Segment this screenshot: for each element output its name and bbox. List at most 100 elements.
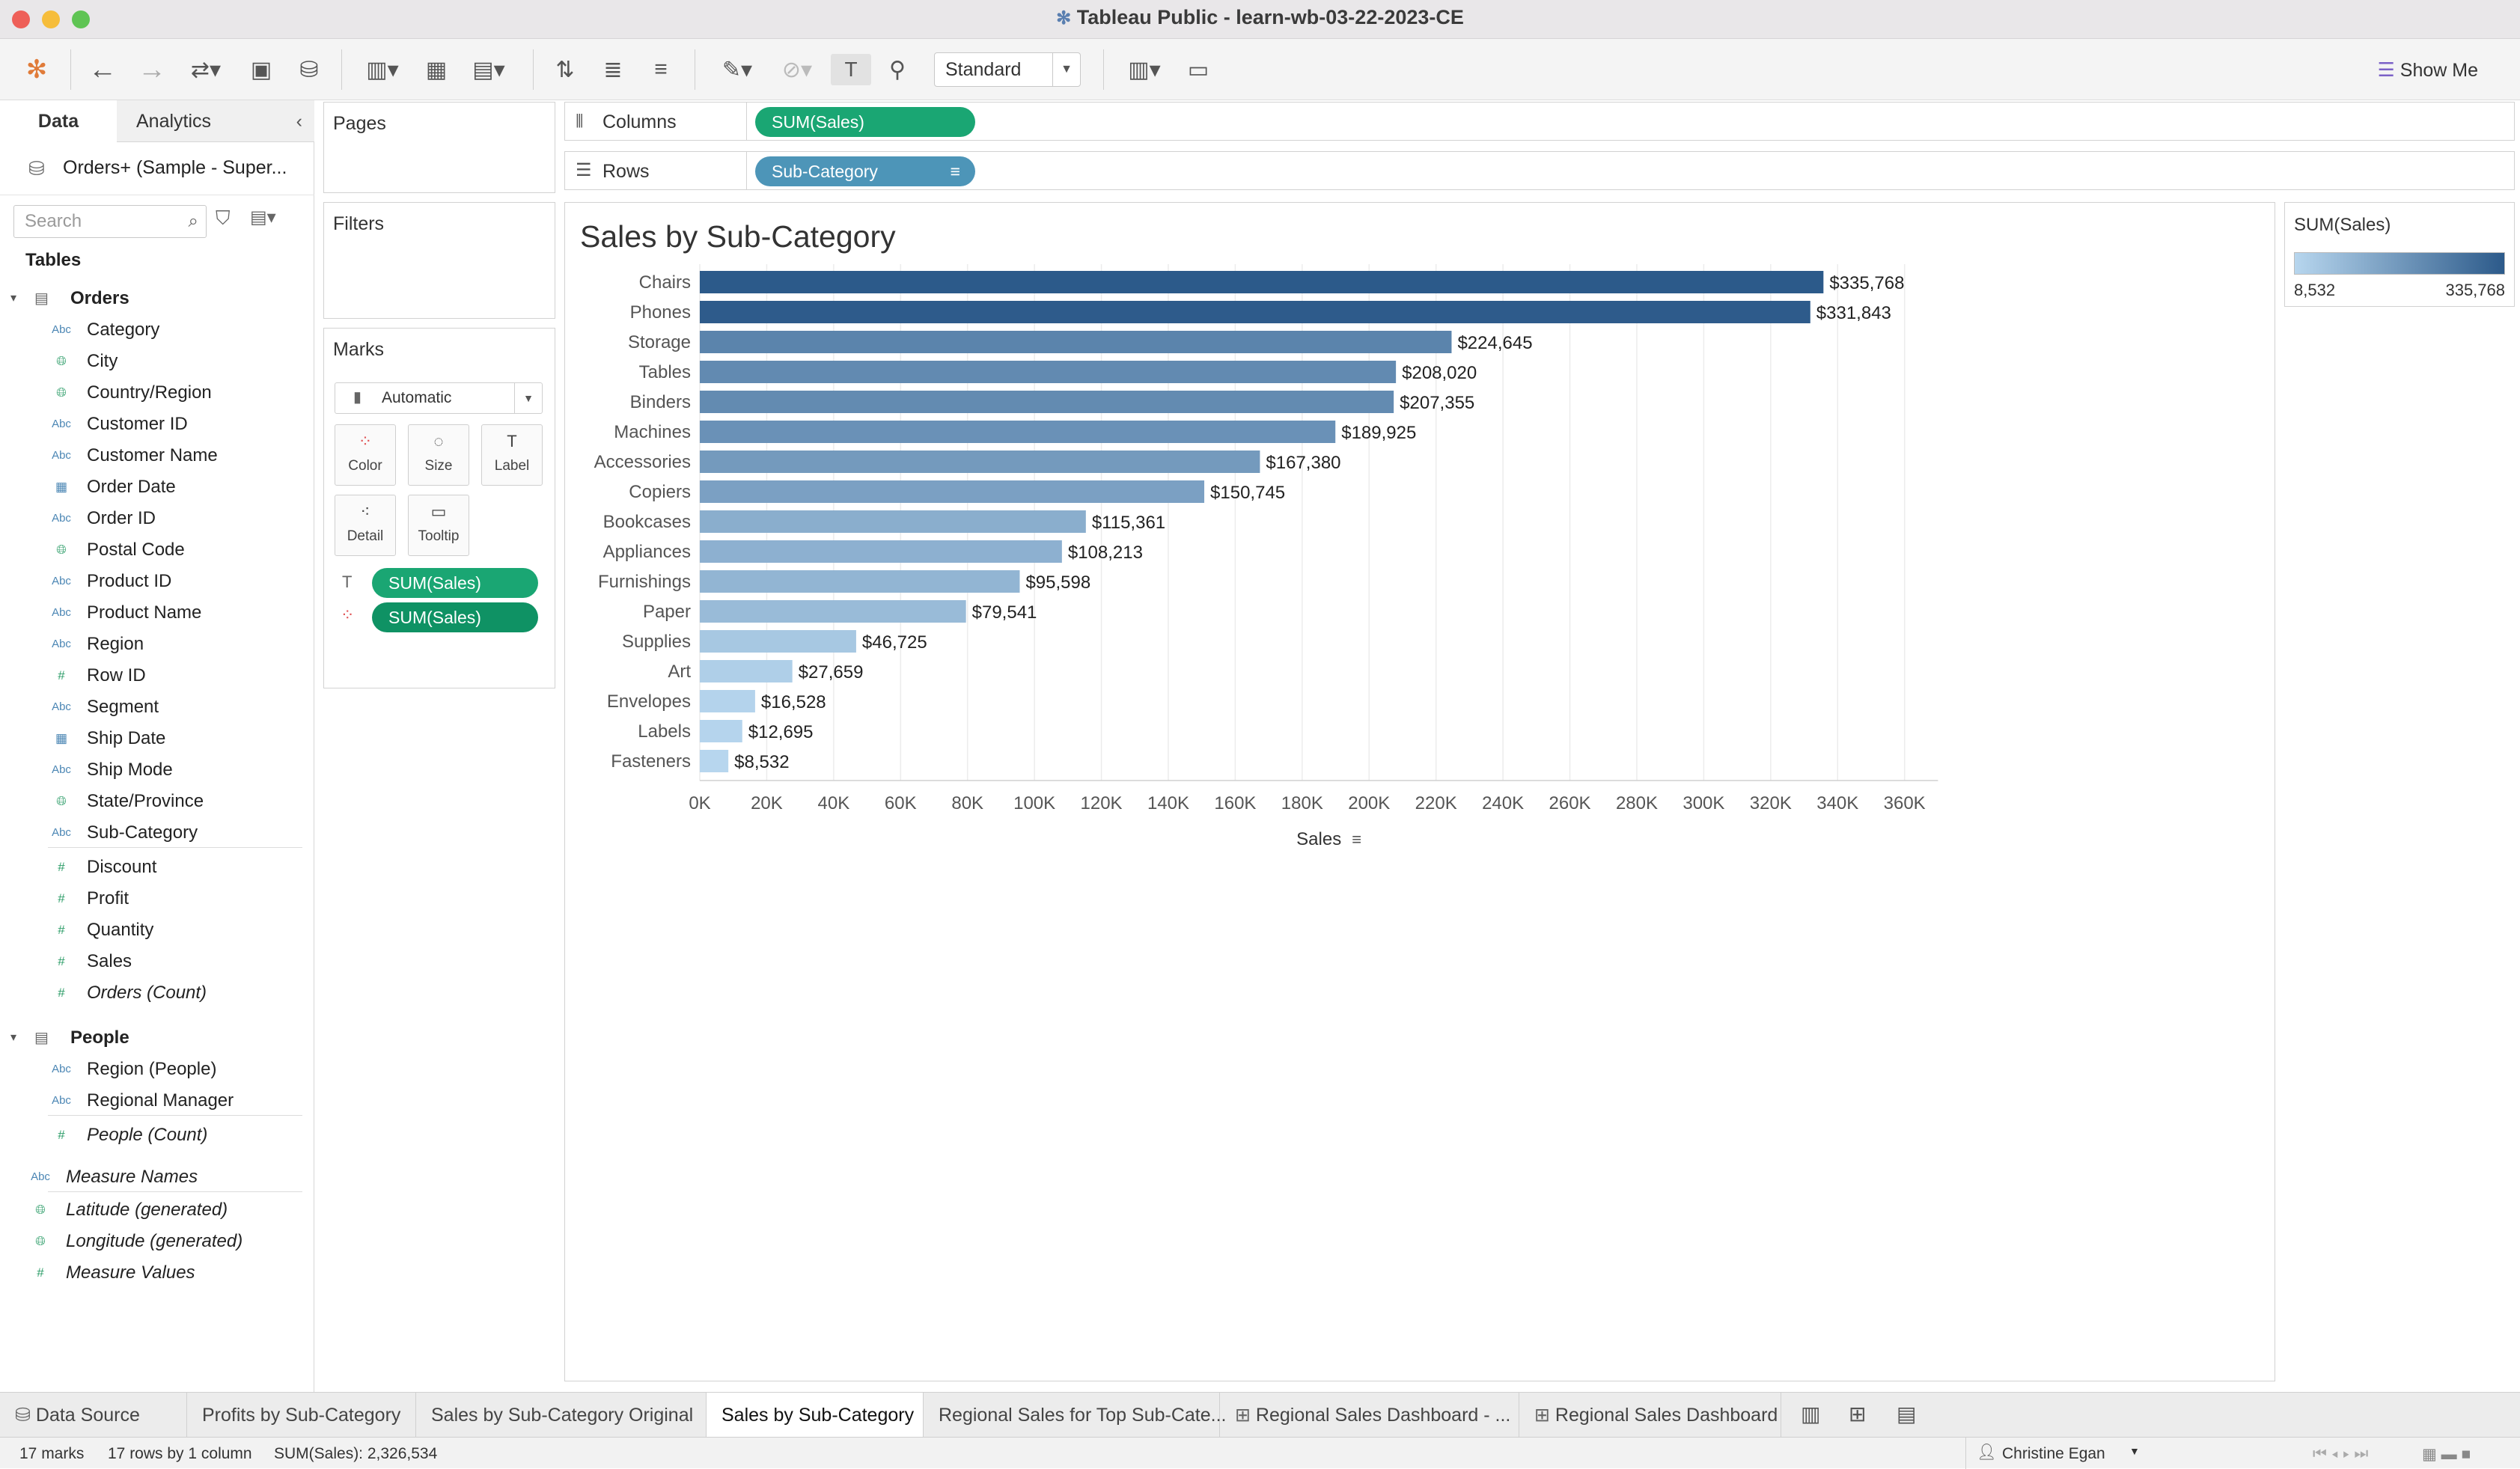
table-name[interactable]: People bbox=[70, 1027, 129, 1048]
pin-axes-icon[interactable]: ⚲ bbox=[889, 57, 906, 82]
chevron-down-icon[interactable]: ▾ bbox=[10, 292, 17, 305]
new-worksheet-icon[interactable]: ▥▾ bbox=[366, 57, 399, 82]
search-icon: ⌕ bbox=[188, 211, 198, 231]
field-item[interactable]: State/Province bbox=[87, 791, 204, 811]
swap-icon[interactable]: ⇄▾ bbox=[190, 57, 222, 82]
field-item[interactable]: Country/Region bbox=[87, 382, 212, 403]
color-mark-button[interactable]: ⁘ Color bbox=[335, 424, 396, 486]
field-item[interactable]: Quantity bbox=[87, 920, 154, 940]
field-item[interactable]: Postal Code bbox=[87, 540, 185, 560]
tooltip-mark-button[interactable]: ▭ Tooltip bbox=[408, 495, 469, 556]
table-name[interactable]: Orders bbox=[70, 288, 129, 308]
field-item[interactable]: Latitude (generated) bbox=[66, 1200, 228, 1220]
label-mark-button[interactable]: T Label bbox=[481, 424, 543, 486]
field-item[interactable]: Discount bbox=[87, 857, 157, 877]
string-type-icon: Abc bbox=[52, 638, 71, 650]
field-item[interactable]: People (Count) bbox=[87, 1125, 208, 1145]
category-label: Chairs bbox=[639, 272, 691, 293]
user-menu[interactable]: 👤︎ Christine Egan ▼ bbox=[1965, 1438, 2146, 1469]
field-item[interactable]: Customer ID bbox=[87, 414, 188, 434]
field-item[interactable]: Order Date bbox=[87, 477, 176, 497]
undo-icon[interactable]: ← bbox=[88, 53, 117, 85]
color-legend[interactable]: SUM(Sales) 8,532 335,768 bbox=[2284, 202, 2515, 307]
field-item[interactable]: Customer Name bbox=[87, 445, 218, 465]
show-mark-labels-icon[interactable]: T bbox=[831, 54, 871, 85]
tab-regional-sales-dashboard[interactable]: ⊞ Regional Sales Dashboard bbox=[1519, 1393, 1781, 1438]
tab-profits-by-sub-category[interactable]: Profits by Sub-Category bbox=[187, 1393, 416, 1438]
title-bar: ✻ Tableau Public - learn-wb-03-22-2023-C… bbox=[0, 0, 2520, 39]
field-item[interactable]: Segment bbox=[87, 697, 159, 717]
x-tick-label: 140K bbox=[1147, 793, 1189, 813]
mark-type-select[interactable]: ▮ Automatic ▼ bbox=[335, 382, 543, 414]
field-item[interactable]: Sub-Category bbox=[87, 822, 198, 843]
tab-sales-by-sub-category[interactable]: Sales by Sub-Category bbox=[707, 1393, 924, 1438]
field-item[interactable]: Product ID bbox=[87, 571, 172, 591]
field-item[interactable]: Order ID bbox=[87, 508, 156, 528]
field-item[interactable]: City bbox=[87, 351, 118, 371]
field-item[interactable]: Ship Date bbox=[87, 728, 166, 748]
tab-sales-by-sub-category-original[interactable]: Sales by Sub-Category Original bbox=[416, 1393, 707, 1438]
field-item[interactable]: Measure Values bbox=[66, 1262, 195, 1283]
swap-rows-columns-icon[interactable]: ⇅ bbox=[555, 57, 575, 82]
tab-data-source[interactable]: ⛁ Data Source bbox=[0, 1393, 187, 1438]
field-item[interactable]: Region (People) bbox=[87, 1059, 217, 1079]
new-dashboard-icon[interactable]: ⊞ bbox=[1849, 1402, 1867, 1426]
new-datasource-icon[interactable]: ⛁ bbox=[299, 57, 319, 82]
tab-analytics[interactable]: Analytics ‹ bbox=[117, 100, 314, 142]
highlight-icon[interactable]: ✎▾ bbox=[721, 57, 753, 82]
detail-mark-button[interactable]: ⁖ Detail bbox=[335, 495, 396, 556]
field-item[interactable]: Region bbox=[87, 634, 144, 654]
field-item[interactable]: Category bbox=[87, 320, 160, 340]
color-pill[interactable]: SUM(Sales) bbox=[372, 602, 538, 632]
pages-shelf[interactable]: Pages bbox=[323, 102, 555, 193]
rows-pill[interactable]: Sub-Category ≡ bbox=[755, 156, 975, 186]
divider bbox=[48, 847, 302, 848]
clear-sheet-icon[interactable]: ▤▾ bbox=[472, 57, 505, 82]
close-window-button[interactable] bbox=[12, 10, 30, 28]
zoom-window-button[interactable] bbox=[72, 10, 90, 28]
tab-regional-sales-dashboard-copy[interactable]: ⊞ Regional Sales Dashboard - ... bbox=[1220, 1393, 1519, 1438]
new-story-icon[interactable]: ▤ bbox=[1897, 1402, 1917, 1426]
field-item[interactable]: Regional Manager bbox=[87, 1090, 234, 1111]
save-icon[interactable]: ▣ bbox=[250, 57, 272, 82]
tab-regional-sales-top-sub-category[interactable]: Regional Sales for Top Sub-Cate... bbox=[924, 1393, 1227, 1438]
chevron-down-icon[interactable]: ▾ bbox=[10, 1031, 17, 1044]
view-toggle-icon[interactable]: ▦ ▬ ■ bbox=[2422, 1446, 2471, 1463]
label-pill[interactable]: SUM(Sales) bbox=[372, 568, 538, 598]
field-item[interactable]: Sales bbox=[87, 951, 132, 971]
database-icon: ⛁ bbox=[15, 1405, 31, 1426]
columns-shelf[interactable]: ⦀ Columns SUM(Sales) bbox=[564, 102, 2515, 141]
sort-ascending-icon[interactable]: ≣ bbox=[603, 57, 623, 82]
duplicate-sheet-icon[interactable]: ▦ bbox=[425, 57, 448, 82]
filters-shelf[interactable]: Filters bbox=[323, 202, 555, 319]
tab-data[interactable]: Data bbox=[0, 100, 118, 142]
redo-icon[interactable]: → bbox=[138, 53, 166, 85]
search-input[interactable]: Search ⌕ bbox=[13, 205, 207, 238]
field-item[interactable]: Product Name bbox=[87, 602, 202, 623]
sort-descending-icon[interactable]: ≡ bbox=[654, 57, 668, 82]
sheet-navigation-icon[interactable]: ⏮ ◂ ▸ ⏭ bbox=[2313, 1445, 2369, 1462]
field-item[interactable]: Ship Mode bbox=[87, 760, 173, 780]
collapse-pane-icon[interactable]: ‹ bbox=[296, 111, 302, 132]
group-members-icon[interactable]: ⊘▾ bbox=[781, 57, 813, 82]
bar bbox=[700, 720, 742, 742]
show-me-button[interactable]: ☰ Show Me bbox=[2377, 58, 2478, 81]
size-mark-button[interactable]: ◌ Size bbox=[408, 424, 469, 486]
show-cards-icon[interactable]: ▥▾ bbox=[1128, 57, 1161, 82]
minimize-window-button[interactable] bbox=[42, 10, 60, 28]
field-item[interactable]: Profit bbox=[87, 888, 129, 908]
columns-pill[interactable]: SUM(Sales) bbox=[755, 107, 975, 137]
new-worksheet-icon[interactable]: ▥ bbox=[1801, 1402, 1821, 1426]
filter-icon[interactable]: ⛉ bbox=[216, 207, 231, 229]
data-source-item[interactable]: ⛁ Orders+ (Sample - Super... bbox=[0, 142, 314, 195]
view-options-icon[interactable]: ▤▾ bbox=[250, 207, 276, 227]
field-item[interactable]: Longitude (generated) bbox=[66, 1231, 243, 1251]
field-item[interactable]: Measure Names bbox=[66, 1167, 198, 1187]
globe-icon: 🌐︎ bbox=[56, 354, 67, 368]
tableau-home-icon[interactable]: ✻ bbox=[25, 55, 48, 84]
rows-shelf[interactable]: ☰ Rows Sub-Category ≡ bbox=[564, 151, 2515, 190]
field-item[interactable]: Row ID bbox=[87, 665, 146, 685]
view-size-select[interactable]: Standard ▼ bbox=[934, 52, 1081, 87]
presentation-mode-icon[interactable]: ▭ bbox=[1187, 57, 1209, 82]
field-item[interactable]: Orders (Count) bbox=[87, 983, 207, 1003]
